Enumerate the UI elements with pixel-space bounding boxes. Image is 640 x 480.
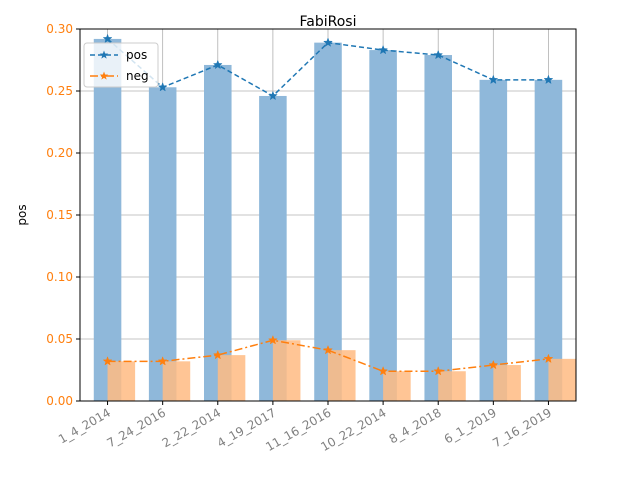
y-tick-label: 0.00	[46, 394, 73, 408]
pos-marker	[543, 74, 554, 85]
neg-marker	[267, 335, 278, 345]
pos-marker	[433, 49, 444, 60]
pos-marker	[267, 90, 278, 101]
neg-marker	[323, 344, 333, 355]
bar-pos	[314, 42, 342, 401]
bar-neg	[217, 355, 246, 401]
legend-marker-pos	[99, 50, 109, 59]
chart-title: FabiRosi	[300, 14, 357, 30]
neg-marker	[488, 359, 499, 370]
pos-marker	[378, 44, 389, 55]
neg-marker	[378, 366, 389, 376]
neg-marker	[543, 353, 554, 364]
y-tick-label: 0.10	[46, 270, 73, 284]
legend: pos neg	[83, 42, 159, 88]
neg-line	[107, 339, 549, 372]
bar-pos	[93, 38, 122, 402]
y-tick-label: 0.05	[46, 332, 73, 346]
neg-marker	[212, 349, 223, 360]
bar-pos	[204, 64, 232, 402]
bar-neg	[272, 340, 301, 401]
neg-marker	[102, 356, 113, 366]
bar-neg	[493, 365, 521, 401]
bar-neg	[107, 361, 136, 401]
bar-pos	[479, 79, 508, 401]
y-tick-label: 0.25	[46, 84, 73, 98]
bar-neg	[162, 361, 191, 401]
y-tick-label: 0.30	[46, 22, 73, 36]
bar-pos	[534, 79, 563, 401]
bar-neg	[548, 358, 576, 401]
pos-marker	[157, 82, 168, 92]
bar-pos	[148, 87, 177, 401]
y-axis: 0.00 0.05 0.10 0.15 0.20 0.25 0.30	[46, 22, 80, 408]
bar-neg	[438, 371, 466, 401]
y-tick-label: 0.15	[46, 208, 73, 222]
y-axis-label: pos	[15, 204, 29, 225]
neg-marker	[157, 356, 168, 366]
pos-marker	[323, 37, 333, 47]
legend-label-pos: pos	[126, 48, 147, 62]
series-lines	[102, 33, 554, 376]
y-tick-label: 0.20	[46, 146, 73, 160]
bar-pos	[424, 55, 452, 401]
pos-marker	[212, 59, 223, 70]
pos-marker	[488, 74, 499, 85]
legend-marker-neg	[99, 71, 109, 80]
bar-pos	[369, 50, 397, 401]
neg-marker	[433, 366, 444, 376]
pos-marker	[102, 33, 113, 44]
bar-neg	[383, 371, 411, 401]
bars	[93, 38, 576, 402]
legend-label-neg: neg	[126, 69, 149, 83]
bar-neg	[328, 350, 356, 401]
